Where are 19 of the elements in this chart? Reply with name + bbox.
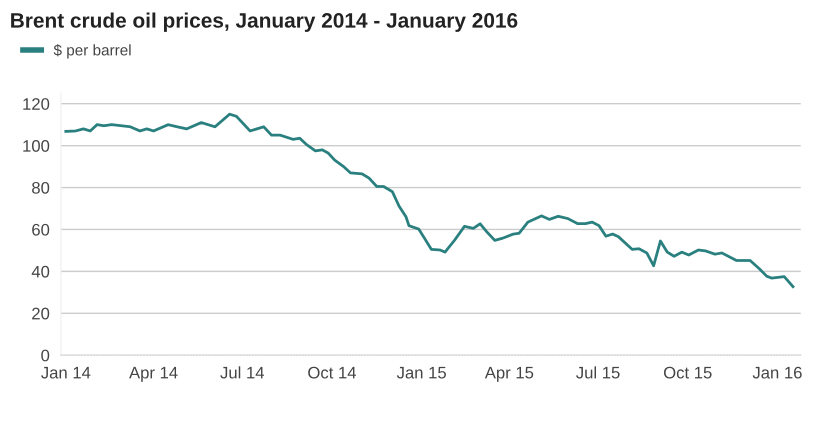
y-tick-label: 120 — [23, 98, 50, 110]
x-tick-label: Apr 15 — [484, 366, 534, 382]
x-tick-label: Oct 14 — [308, 366, 356, 379]
x-tick-label: Jan 16 — [752, 366, 802, 379]
x-tick-label: Jan 15 — [396, 366, 446, 379]
x-tick-label: Jul 14 — [220, 366, 264, 379]
y-tick-label: 60 — [32, 224, 50, 236]
x-tick-label: Apr 14 — [129, 366, 178, 382]
y-tick-label: 0 — [41, 350, 50, 362]
y-tick-label: 80 — [32, 182, 50, 194]
chart-title: Brent crude oil prices, January 2014 - January 2016 — [11, 12, 518, 32]
legend-label: $ per barrel — [54, 44, 131, 59]
x-tick-label: Oct 15 — [664, 366, 712, 379]
x-tick-label: Jan 14 — [41, 366, 90, 379]
x-tick-label: Jul 15 — [576, 366, 620, 379]
y-tick-label: 100 — [23, 140, 50, 152]
y-tick-label: 40 — [32, 266, 50, 278]
line-series — [64, 112, 794, 288]
y-tick-label: 20 — [32, 308, 50, 320]
